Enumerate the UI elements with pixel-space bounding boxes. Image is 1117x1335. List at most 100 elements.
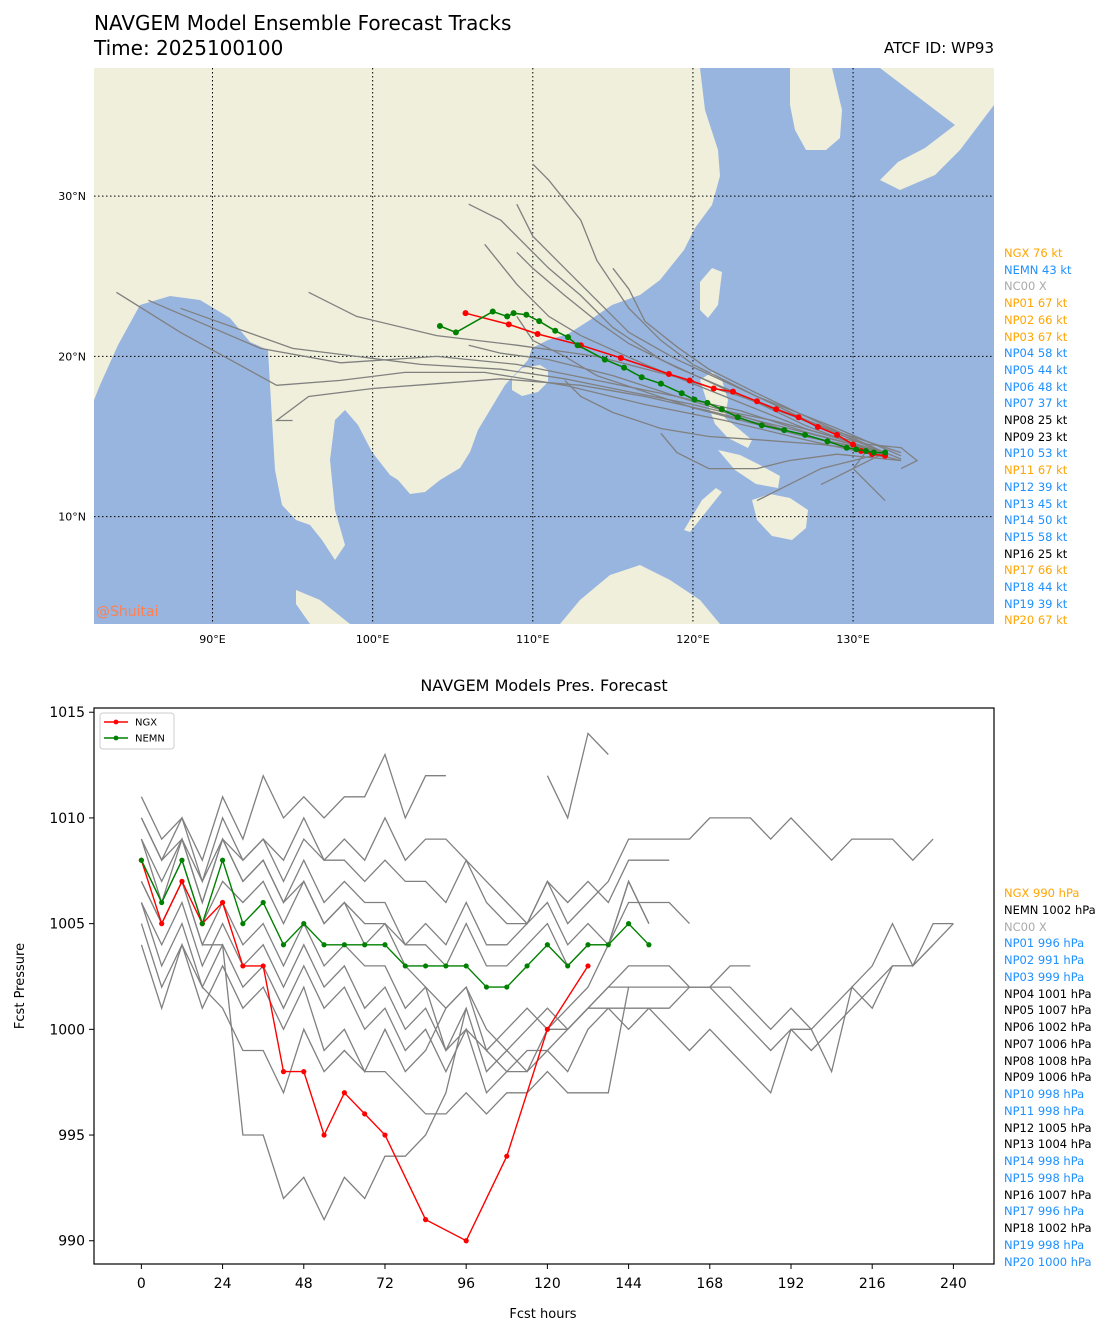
x-axis-label: Fcst hours [509,1307,576,1322]
ngx-pressure-point [585,963,591,969]
intensity-legend-entry: NP12 39 kt [1004,479,1068,494]
ngx-track-point [814,423,821,430]
x-tick-label: 192 [778,1276,805,1292]
intensity-legend-entry: NP20 67 kt [1004,613,1068,628]
nemn-track-point [704,399,711,406]
member-pressure-line [140,879,954,1052]
lat-tick-label: 10°N [58,511,86,524]
pressure-legend-entry: NP12 1005 hPa [1004,1120,1092,1135]
pressure-legend-entry: NP19 998 hPa [1004,1237,1085,1252]
lat-tick-label: 20°N [58,350,86,363]
map-gridlines [94,68,994,624]
lat-tick-label: 30°N [58,190,86,203]
nemn-pressure-point [585,942,591,948]
ngx-pressure-point [544,1026,550,1032]
nemn-pressure-point [646,942,652,948]
nemn-track-point [565,334,572,341]
lon-tick-label: 100°E [356,633,389,646]
ngx-pressure-point [240,963,246,969]
nemn-pressure-point [260,899,266,906]
land-korea [790,68,842,150]
land-borneo [560,565,720,624]
y-tick-label: 1015 [49,705,85,721]
intensity-legend-entry: NP10 53 kt [1004,446,1068,461]
member-track [852,452,886,502]
nemn-pressure-point [159,899,165,906]
ngx-track-point [665,371,672,378]
ngx-track-point [834,431,841,438]
pressure-legend-entry: NP07 1006 hPa [1004,1036,1092,1051]
y-tick-label: 1010 [49,811,85,827]
x-tick-label: 24 [214,1276,232,1292]
legend-label-nemn: NEMN [135,734,165,745]
highlight-pressure-lines [138,857,652,1244]
pressure-legend-entry: NP01 996 hPa [1004,936,1085,951]
nemn-pressure-point [219,857,226,863]
legend-label-ngx: NGX [135,718,157,729]
ngx-pressure-point [301,1069,307,1075]
ngx-track-point [462,310,469,317]
pressure-legend-entry: NP15 998 hPa [1004,1170,1085,1185]
nemn-pressure-point [402,963,408,969]
nemn-pressure-point [240,921,246,927]
ngx-pressure-point [219,899,226,906]
land-mindanao [752,494,808,540]
intensity-legend-entry: NP14 50 kt [1004,513,1068,528]
chart-title-line2: Time: 2025100100 [94,36,284,60]
intensity-legend-entry: NP02 66 kt [1004,312,1068,327]
nemn-track-point [504,313,511,320]
member-track [756,451,886,502]
x-tick-label: 120 [534,1276,561,1292]
nemn-track-point [734,414,741,421]
ngx-pressure-point [341,1090,347,1096]
member-track [532,163,902,460]
intensity-legend: NGX 76 kt NEMN 43 kt NC00 X NP01 67 kt NP02 … [1004,245,1072,629]
nemn-pressure-point [362,942,368,948]
intensity-legend-entry: NP13 45 kt [1004,496,1068,511]
intensity-legend-entry: NP15 58 kt [1004,529,1068,544]
intensity-legend-entry: NP18 44 kt [1004,580,1068,595]
x-tick-label: 72 [376,1276,394,1292]
member-pressure-line [140,817,650,1073]
nemn-track-point [574,342,581,349]
nemn-track-point [781,427,788,434]
intensity-legend-entry: NP17 66 kt [1004,563,1068,578]
nemn-track-point [489,308,496,315]
pressure-legend-entry: NP02 991 hPa [1004,953,1085,967]
land-palawan [684,488,722,532]
ngx-track-point [850,441,857,448]
nemn-track-point [510,310,517,317]
member-pressure-line [140,879,467,1222]
nemn-track-point [621,364,628,371]
ngx-track-point [710,385,717,392]
pressure-legend-entry: NP16 1007 hPa [1004,1187,1092,1202]
nemn-pressure-point [463,963,469,969]
member-pressure-line [140,923,751,1074]
ngx-pressure-point [422,1217,429,1223]
pressure-legend-entry: NP04 1001 hPa [1004,986,1092,1001]
ngx-track-point [686,377,693,384]
pressure-plot-frame [93,707,995,1265]
nemn-pressure-point [301,921,307,927]
legend-marker-nemn [113,735,119,741]
nemn-pressure-point [625,921,632,927]
ngx-track-point [795,414,802,421]
ngx-pressure-point [382,1132,388,1138]
nemn-pressure-point [280,942,287,948]
nemn-track [439,310,886,454]
member-track [308,291,902,454]
ngx-track-point [729,388,736,395]
nemn-track-point [536,318,543,325]
ngx-track-point [505,321,512,328]
track-map: 90°E 100°E 110°E 120°E 130°E 30°N 20°N 10°N @Sh… [58,68,994,646]
nemn-track-point [758,422,765,429]
member-track [468,203,886,454]
x-tick-label: 144 [615,1276,642,1292]
nemn-pressure-point [341,942,347,948]
nemn-track-point [870,449,877,456]
nemn-track-point [552,327,559,334]
intensity-legend-entry: NP08 25 kt [1004,413,1068,428]
y-tick-label: 1005 [49,917,85,933]
pressure-legend-entry: NP14 998 hPa [1004,1154,1085,1168]
nemn-track-point [452,329,459,336]
